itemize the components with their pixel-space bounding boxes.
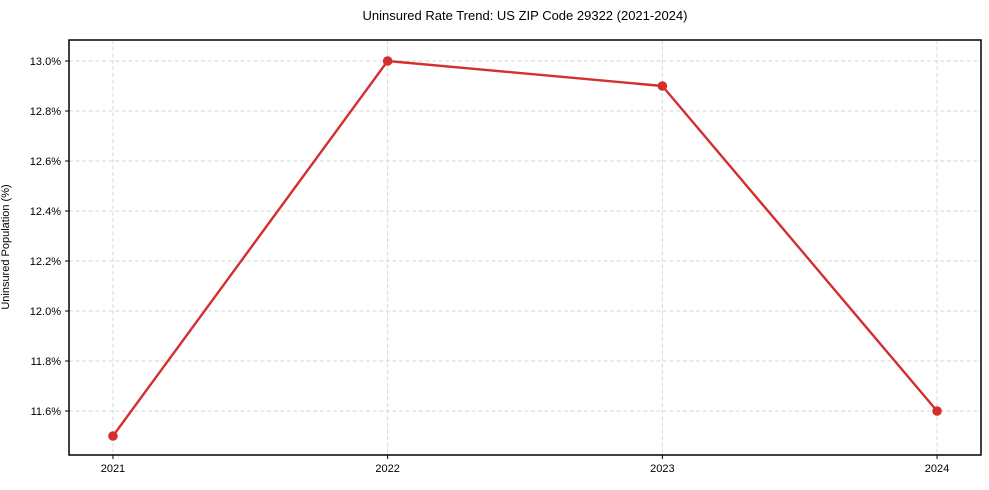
x-tick-label: 2024 [925, 463, 949, 475]
y-tick-label: 12.0% [30, 306, 61, 318]
chart-title: Uninsured Rate Trend: US ZIP Code 29322 … [362, 8, 688, 23]
trend-line [111, 59, 939, 438]
x-tick-label: 2021 [101, 463, 125, 475]
x-tick-label: 2023 [650, 463, 674, 475]
series-group [108, 56, 942, 441]
y-tick-label: 12.6% [30, 156, 61, 168]
plot-border [68, 39, 982, 456]
y-tick-label: 12.2% [30, 256, 61, 268]
data-point [108, 431, 118, 441]
data-point [382, 56, 393, 66]
y-tick-label: 11.6% [31, 406, 62, 418]
y-tick-label: 12.8% [30, 106, 61, 118]
data-point [657, 81, 668, 91]
y-tick-label: 12.4% [30, 206, 61, 218]
gridlines-group [69, 40, 981, 455]
y-tick-label: 13.0% [30, 56, 61, 68]
y-tick-label: 11.8% [31, 356, 62, 368]
axes-group: 2021 2022 2023 2024 11.6% 11.8% 12.0% 12.2% 12.4… [30, 39, 982, 475]
x-tick-label: 2022 [375, 463, 399, 475]
data-point [932, 406, 942, 416]
